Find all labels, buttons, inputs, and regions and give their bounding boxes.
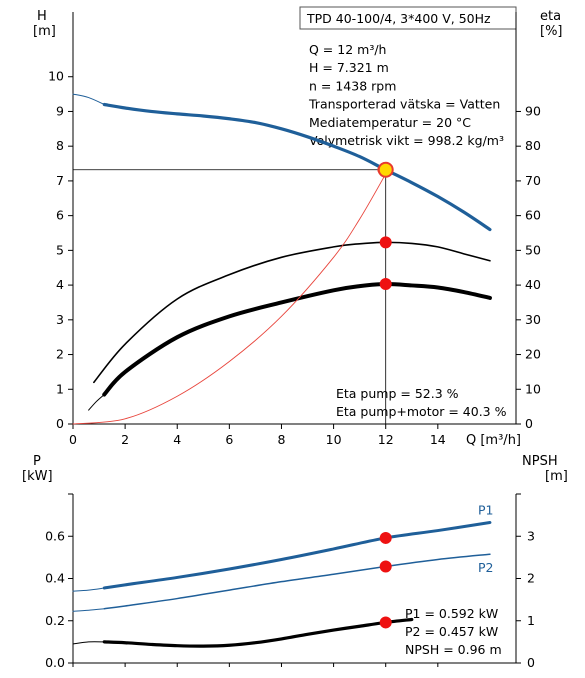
top-left-tick-label: 0 bbox=[56, 416, 64, 431]
bottom-left-tick-label: 0.4 bbox=[45, 571, 65, 586]
bottom-ylabel-right-unit: [m] bbox=[545, 469, 568, 484]
series-H_extension bbox=[72, 93, 105, 106]
info-line-5: Volymetrisk vikt = 998.2 kg/m³ bbox=[309, 133, 504, 148]
series-P1_extension bbox=[72, 587, 105, 592]
series-label-P2: P2 bbox=[478, 560, 494, 575]
top-right-tick-label: 80 bbox=[525, 138, 541, 153]
top-left-tick-label: 6 bbox=[56, 208, 64, 223]
series-label-P1: P1 bbox=[478, 503, 494, 518]
top-right-tick-label: 0 bbox=[525, 416, 533, 431]
bottom-ylabel-left-unit: [kW] bbox=[22, 469, 53, 484]
info-line-2: n = 1438 rpm bbox=[309, 78, 396, 93]
eta-readout-0: Eta pump = 52.3 % bbox=[336, 386, 459, 401]
top-left-tick-label: 8 bbox=[56, 138, 64, 153]
bottom-left-tick-label: 0.2 bbox=[45, 613, 65, 628]
top-right-tick-label: 90 bbox=[525, 103, 541, 118]
top-ylabel-left: H bbox=[37, 9, 47, 24]
series-NPSH bbox=[102, 617, 414, 648]
top-left-tick-label: 4 bbox=[56, 277, 64, 292]
series-eta_pump_motor_extension bbox=[88, 393, 105, 411]
top-left-tick-label: 7 bbox=[56, 173, 64, 188]
top-marker bbox=[379, 278, 392, 291]
bottom-readout-2: NPSH = 0.96 m bbox=[405, 642, 502, 657]
top-left-tick-label: 10 bbox=[48, 69, 64, 84]
bottom-right-tick-label: 2 bbox=[527, 571, 535, 586]
info-line-4: Mediatemperatur = 20 °C bbox=[309, 115, 471, 130]
info-lines: Q = 12 m³/h H = 7.321 m n = 1438 rpm Transp… bbox=[308, 42, 504, 148]
top-x-tick-label: 4 bbox=[173, 432, 181, 447]
top-right-tick-label: 40 bbox=[525, 277, 541, 292]
bottom-left-tick-label: 0.0 bbox=[45, 655, 65, 670]
bottom-marker bbox=[379, 531, 392, 544]
series-P2_extension bbox=[72, 608, 105, 612]
series-P2 bbox=[103, 553, 491, 610]
top-left-tick-label: 5 bbox=[56, 242, 64, 257]
info-line-0: Q = 12 m³/h bbox=[309, 42, 386, 57]
bottom-ylabel-left: P bbox=[33, 454, 41, 469]
bottom-right-tick-label: 1 bbox=[527, 613, 535, 628]
top-x-tick-label: 0 bbox=[69, 432, 77, 447]
bottom-right-tick-label: 0 bbox=[527, 655, 535, 670]
bottom-marker bbox=[379, 560, 392, 573]
top-xlabel: Q [m³/h] bbox=[466, 433, 521, 448]
top-left-tick-label: 9 bbox=[56, 103, 64, 118]
top-right-tick-label: 50 bbox=[525, 242, 541, 257]
series-eta_pump_motor bbox=[102, 282, 492, 397]
top-x-tick-label: 2 bbox=[121, 432, 129, 447]
top-ylabel-right: eta bbox=[540, 9, 561, 24]
top-x-tick-label: 12 bbox=[378, 432, 394, 447]
top-marker bbox=[377, 161, 394, 178]
top-marker bbox=[379, 236, 392, 249]
efficiency-readout: Eta pump = 52.3 % Eta pump+motor = 40.3 % bbox=[336, 386, 507, 419]
info-line-3: Transporterad vätska = Vatten bbox=[308, 97, 500, 112]
series-NPSH_extension bbox=[72, 641, 105, 645]
top-left-tick-label: 2 bbox=[56, 347, 64, 362]
series-P1 bbox=[102, 521, 492, 590]
top-right-tick-label: 10 bbox=[525, 381, 541, 396]
top-x-tick-label: 14 bbox=[430, 432, 446, 447]
bottom-marker bbox=[379, 616, 392, 629]
bottom-left-tick-label: 0.6 bbox=[45, 528, 65, 543]
series-H bbox=[102, 102, 492, 232]
top-ylabel-left-unit: [m] bbox=[33, 24, 56, 39]
bottom-right-tick-label: 3 bbox=[527, 528, 535, 543]
top-left-tick-label: 3 bbox=[56, 312, 64, 327]
top-right-tick-label: 60 bbox=[525, 208, 541, 223]
top-x-tick-label: 6 bbox=[225, 432, 233, 447]
top-x-tick-label: 8 bbox=[277, 432, 285, 447]
top-right-tick-label: 70 bbox=[525, 173, 541, 188]
top-x-tick-label: 10 bbox=[326, 432, 342, 447]
bottom-ylabel-right: NPSH bbox=[522, 454, 558, 469]
info-line-1: H = 7.321 m bbox=[309, 60, 389, 75]
chart-title: TPD 40-100/4, 3*400 V, 50Hz bbox=[306, 11, 491, 26]
series-system_curve bbox=[72, 173, 387, 425]
eta-readout-1: Eta pump+motor = 40.3 % bbox=[336, 404, 507, 419]
top-right-tick-label: 20 bbox=[525, 347, 541, 362]
bottom-readout-1: P2 = 0.457 kW bbox=[405, 624, 498, 639]
top-ylabel-right-unit: [%] bbox=[540, 24, 563, 39]
top-right-tick-label: 30 bbox=[525, 312, 541, 327]
series-eta_pump bbox=[93, 241, 491, 384]
bottom-readout-0: P1 = 0.592 kW bbox=[405, 606, 498, 621]
top-left-tick-label: 1 bbox=[56, 381, 64, 396]
power-npsh-readout: P1 = 0.592 kW P2 = 0.457 kW NPSH = 0.96 m bbox=[405, 606, 502, 657]
